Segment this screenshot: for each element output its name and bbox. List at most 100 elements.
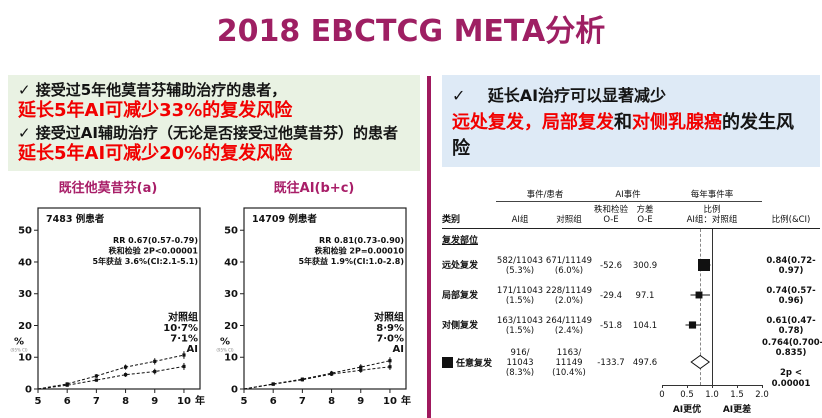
col-header-control-group: 对照组: [556, 215, 582, 226]
risk-suffix: 的发生风险: [452, 112, 794, 159]
svg-text:14709 例患者: 14709 例患者: [252, 213, 317, 225]
chart-prior-ai-title: 既往AI(b+c): [273, 180, 355, 196]
table-row-contralateral-recurrence: 对侧复发 163/11043 (1.5%) 264/11149 (2.4%) -…: [442, 311, 820, 341]
ai-benefit-box: ✓ 延长AI治疗可以显著减少 远处复发，局部复发和对侧乳腺癌的发生风险: [442, 75, 820, 167]
svg-text:(95% CI): (95% CI): [10, 347, 28, 352]
variance: 497.6: [632, 358, 658, 369]
null-effect-line: [712, 229, 713, 386]
logrank-oe: -51.8: [600, 321, 622, 332]
svg-text:7: 7: [299, 396, 306, 407]
row-label: 远处复发: [442, 260, 479, 271]
overall-diamond-marker: [662, 340, 762, 387]
ai-events: 582/11043 (5.3%): [496, 256, 544, 277]
svg-text:10: 10: [18, 352, 32, 363]
svg-text:RR 0.67(0.57-0.79): RR 0.67(0.57-0.79): [113, 235, 198, 244]
charts-row: 既往他莫昔芬(a) 0 10 20 30 40 50% (95% CI) 5 6 7 8 9 10 年 74…: [8, 177, 422, 417]
axis-tick: [762, 385, 763, 389]
svg-text:0: 0: [25, 384, 32, 395]
control-events: 1163/ 11149 (10.4%): [552, 348, 586, 379]
axis-tick-label: 2.0: [755, 390, 769, 401]
svg-text:40: 40: [18, 257, 32, 268]
col-header-ai-group: AI组: [511, 215, 529, 226]
svg-text:10·7%: 10·7%: [163, 323, 198, 334]
highlight-20-percent: 延长5年AI可减少20%的复发风险: [18, 143, 293, 164]
logrank-oe: -52.6: [600, 261, 622, 272]
control-events: 228/11149 (2.0%): [545, 286, 593, 307]
page-title: 2018 EBCTCG META分析: [216, 14, 606, 49]
variance: 97.1: [635, 291, 655, 302]
term-local-recurrence: 局部复发: [542, 112, 614, 133]
panel-divider: [427, 76, 431, 418]
svg-text:7: 7: [93, 396, 100, 407]
svg-text:AI: AI: [393, 344, 404, 355]
svg-text:30: 30: [224, 289, 238, 300]
svg-text:5: 5: [241, 396, 248, 407]
forest-group-header-row: 事件/患者 AI事件 每年事件率: [442, 187, 820, 202]
control-events: 264/11149 (2.4%): [545, 316, 593, 337]
svg-text:%: %: [220, 336, 230, 347]
svg-text:对照组: 对照组: [168, 310, 198, 323]
chart-prior-ai: 既往AI(b+c) 0 10 20 30 40 50% (95% CI) 5 6 7 8 9 10 年 14…: [214, 177, 414, 417]
table-row-local-recurrence: 局部复发 171/11043 (1.5%) 228/11149 (2.0%) -…: [442, 281, 820, 311]
forest-column-header-row: 类别 AI组 对照组 秩和检验 O-E 方差 O-E 比例 AI组：对照组 比例…: [442, 202, 820, 230]
row-label-with-marker: 任意复发: [442, 356, 496, 370]
line-chart-prior-ai: 0 10 20 30 40 50% (95% CI) 5 6 7 8 9 10 年 14709 例患者 RR …: [214, 198, 414, 417]
ai-events: 163/11043 (1.5%): [496, 316, 544, 337]
right-bullet: ✓ 延长AI治疗可以显著减少: [452, 86, 667, 105]
logrank-oe: -133.7: [597, 358, 625, 369]
ai-worse-label: AI更差: [722, 405, 752, 416]
axis-tick: [687, 385, 688, 389]
table-row-distant-recurrence: 远处复发 582/11043 (5.3%) 671/11149 (6.0%) -…: [442, 251, 820, 281]
svg-text:5年获益 1.9%(CI:1.0-2.8): 5年获益 1.9%(CI:1.0-2.8): [298, 255, 404, 265]
term-distant-recurrence: 远处复发: [452, 112, 524, 133]
comma: ，: [524, 112, 542, 133]
svg-text:10: 10: [383, 396, 397, 407]
bullet-tamoxifen: ✓ 接受过5年他莫昔芬辅助治疗的患者，: [18, 81, 287, 99]
col-header-category: 类别: [442, 214, 461, 225]
axis-tick: [662, 385, 663, 389]
svg-text:8·9%: 8·9%: [376, 323, 404, 334]
svg-text:20: 20: [18, 320, 32, 331]
svg-text:6: 6: [270, 396, 277, 407]
axis-tick-label: 1.5: [730, 390, 744, 401]
chart-prior-tamoxifen: 既往他莫昔芬(a) 0 10 20 30 40 50% (95% CI) 5 6 7 8 9 10 年 74…: [8, 177, 208, 417]
section-recurrence-site: 复发部位: [442, 236, 479, 247]
group-header-ai-events: AI事件: [594, 190, 662, 202]
axis-tick-label: 1.0: [705, 390, 719, 401]
svg-text:AI: AI: [187, 344, 198, 355]
svg-text:50: 50: [224, 225, 238, 236]
svg-text:5: 5: [35, 396, 42, 407]
row-label: 任意复发: [456, 358, 493, 369]
svg-text:30: 30: [18, 289, 32, 300]
ci-marker: [662, 310, 762, 343]
ai-events: 171/11043 (1.5%): [496, 286, 544, 307]
svg-text:8: 8: [122, 396, 129, 407]
table-row-any-recurrence: 任意复发 916/ 11043 (8.3%) 1163/ 11149 (10.4…: [442, 338, 822, 389]
conjunction: 和: [614, 112, 632, 133]
svg-text:年: 年: [401, 394, 411, 407]
svg-text:20: 20: [224, 320, 238, 331]
svg-text:7483 例患者: 7483 例患者: [46, 213, 105, 225]
svg-text:50: 50: [18, 225, 32, 236]
svg-text:秩和检验 2P=0.00010: 秩和检验 2P=0.00010: [315, 245, 405, 255]
term-contralateral-cancer: 对侧乳腺癌: [632, 112, 722, 133]
svg-text:5年获益 3.6%(CI:2.1-5.1): 5年获益 3.6%(CI:2.1-5.1): [92, 255, 198, 265]
right-panel: ✓ 延长AI治疗可以显著减少 远处复发，局部复发和对侧乳腺癌的发生风险 事件/患…: [442, 75, 822, 418]
highlight-33-percent: 延长5年AI可减少33%的复发风险: [18, 100, 293, 122]
tamoxifen-summary-box: ✓ 接受过5年他莫昔芬辅助治疗的患者， 延长5年AI可减少33%的复发风险 ✓ …: [8, 75, 420, 171]
row-label: 局部复发: [442, 290, 479, 301]
svg-text:对照组: 对照组: [374, 310, 404, 323]
variance: 104.1: [632, 321, 658, 332]
svg-text:(95% CI): (95% CI): [216, 347, 234, 352]
forest-body: 复发部位 远处复发 582/11043 (5.3%) 671/11149 (6.…: [442, 229, 822, 389]
svg-text:10: 10: [177, 396, 191, 407]
right-highlight-line: 远处复发，局部复发和对侧乳腺癌的发生风险: [452, 108, 810, 160]
overall-ratio-ci: 0.764(0.700-0.835) 2p < 0.00001: [762, 328, 822, 399]
chart-prior-tamoxifen-title: 既往他莫昔芬(a): [58, 180, 158, 196]
svg-text:10: 10: [224, 352, 238, 363]
ratio-ci-text: 0.764(0.700-0.835): [762, 337, 822, 359]
svg-text:9: 9: [357, 396, 364, 407]
forest-plot: 事件/患者 AI事件 每年事件率 类别 AI组 对照组 秩和检验 O-E 方差 …: [442, 187, 822, 418]
p-value-text: 2p < 0.00001: [771, 368, 811, 389]
